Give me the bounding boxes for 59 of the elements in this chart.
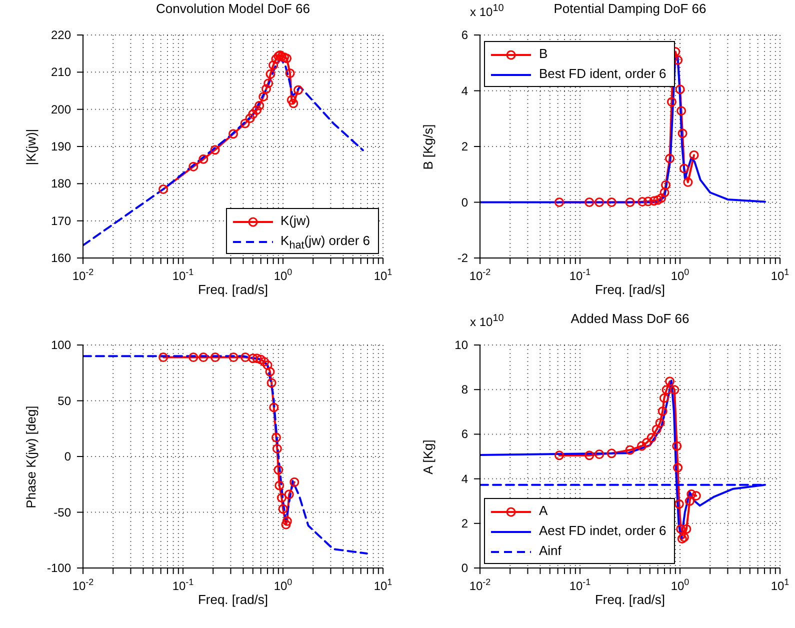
y-tick-label: 8 xyxy=(461,382,468,397)
y-tick-label: 4 xyxy=(461,84,468,98)
x-tick-label: 10$^{1}$ xyxy=(374,577,392,593)
y-tick-label: 100 xyxy=(50,338,72,352)
legend-label: Best FD ident, order 6 xyxy=(539,66,666,81)
x-tick-label: 10$^{-2}$ xyxy=(72,577,94,593)
y-tick-label: 10 xyxy=(454,338,468,352)
y-tick-label: 0 xyxy=(461,561,468,575)
x-tick-label: 10$^{-2}$ xyxy=(469,577,491,593)
y-tick-label: 220 xyxy=(50,28,72,42)
y-tick-label: 0 xyxy=(461,195,468,210)
y-tick-label: -100 xyxy=(46,561,72,575)
x-tick-label: 10$^{-1}$ xyxy=(569,577,591,593)
x-tick-label: 10$^{-2}$ xyxy=(469,267,491,283)
x-tick-label: 10$^{0}$ xyxy=(670,267,690,283)
y-tick-label: -2 xyxy=(457,251,468,265)
x-tick-label: 10$^{1}$ xyxy=(770,267,790,283)
x-tick-label: 10$^{0}$ xyxy=(274,267,292,283)
y-axis-title: A [Kg] xyxy=(419,438,436,476)
x-tick-label: 10$^{-1}$ xyxy=(172,267,194,283)
legend-label: Ainf xyxy=(539,543,562,558)
y-axis-title: B [Kg/s] xyxy=(419,122,436,172)
text: x 10$^{10}$ xyxy=(470,3,504,19)
x-axis-title: Freq. [rad/s] xyxy=(594,592,666,607)
x-axis-title: Freq. [rad/s] xyxy=(196,592,270,607)
text: x 10$^{10}$ xyxy=(470,313,504,329)
x-tick-label: 10$^{0}$ xyxy=(670,577,690,593)
y-tick-label: 2 xyxy=(461,140,468,154)
x-tick-label: 10$^{1}$ xyxy=(374,267,392,283)
y-tick-label: 6 xyxy=(461,28,468,42)
y-axis-title: |K(jw)| xyxy=(22,127,40,167)
y-axis-title: Phase K(jw) [deg] xyxy=(22,404,40,510)
legend-label: B xyxy=(539,46,548,61)
y-tick-label: 170 xyxy=(50,214,72,228)
y-tick-label: 160 xyxy=(50,251,72,265)
x-tick-label: 10$^{1}$ xyxy=(770,577,790,593)
y-tick-label: 200 xyxy=(50,102,72,116)
legend-label: K$_{hat}$(jw) order 6 xyxy=(280,233,370,252)
y-tick-label: 0 xyxy=(64,450,72,464)
y-tick-label: 180 xyxy=(50,176,72,191)
y-tick-label: 190 xyxy=(50,140,72,154)
y-tick-label: 50 xyxy=(58,394,72,408)
chart-title: Potential Damping DoF 66 xyxy=(554,1,706,16)
chart-title: Added Mass DoF 66 xyxy=(570,311,690,326)
y-tick-label: 6 xyxy=(461,427,468,442)
x-axis-title: Freq. [rad/s] xyxy=(196,282,270,297)
chart-title: Convolution Model DoF 66 xyxy=(155,1,311,16)
y-tick-label: -50 xyxy=(54,505,72,520)
y-tick-label: 210 xyxy=(50,65,72,80)
y-tick-label: 2 xyxy=(461,516,468,530)
x-tick-label: 10$^{-2}$ xyxy=(72,267,94,283)
legend-label: Aest FD indet, order 6 xyxy=(539,523,666,538)
x-tick-label: 10$^{0}$ xyxy=(274,577,292,593)
x-tick-label: 10$^{-1}$ xyxy=(569,267,591,283)
legend-label: K(jw) xyxy=(280,213,310,228)
x-tick-label: 10$^{-1}$ xyxy=(172,577,194,593)
x-axis-title: Freq. [rad/s] xyxy=(594,282,666,297)
legend-label: A xyxy=(539,503,548,518)
y-tick-label: 4 xyxy=(461,472,468,486)
